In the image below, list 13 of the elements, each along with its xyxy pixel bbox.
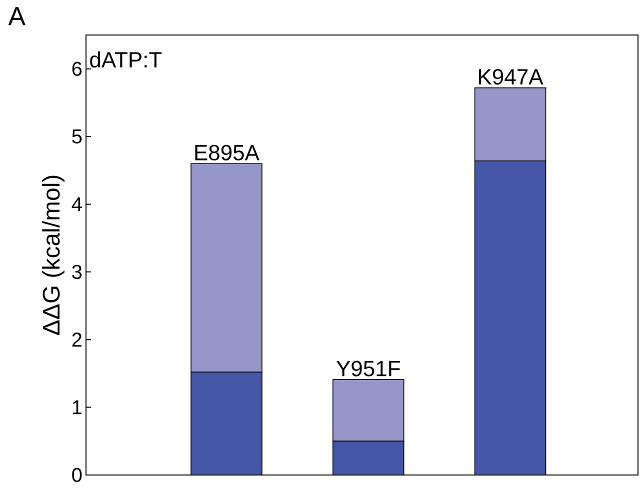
- x-tick-label: K947A: [479, 69, 544, 85]
- annotation: dATP:T: [90, 51, 162, 68]
- y-tick-label: 4: [72, 197, 82, 212]
- y-tick-label: 3: [72, 264, 82, 279]
- x-tick-label: E895A: [195, 144, 260, 160]
- y-axis-title: ΔΔG (kcal/mol): [42, 176, 64, 335]
- text: A: [8, 7, 26, 26]
- y-tick-label: 5: [72, 130, 82, 144]
- y-tick-label: 1: [72, 400, 82, 414]
- y-tick-label: 6: [72, 62, 82, 76]
- y-tick-label: 0: [72, 468, 82, 482]
- x-tick-label: Y951F: [336, 360, 400, 376]
- y-tick-label: 2: [72, 332, 82, 347]
